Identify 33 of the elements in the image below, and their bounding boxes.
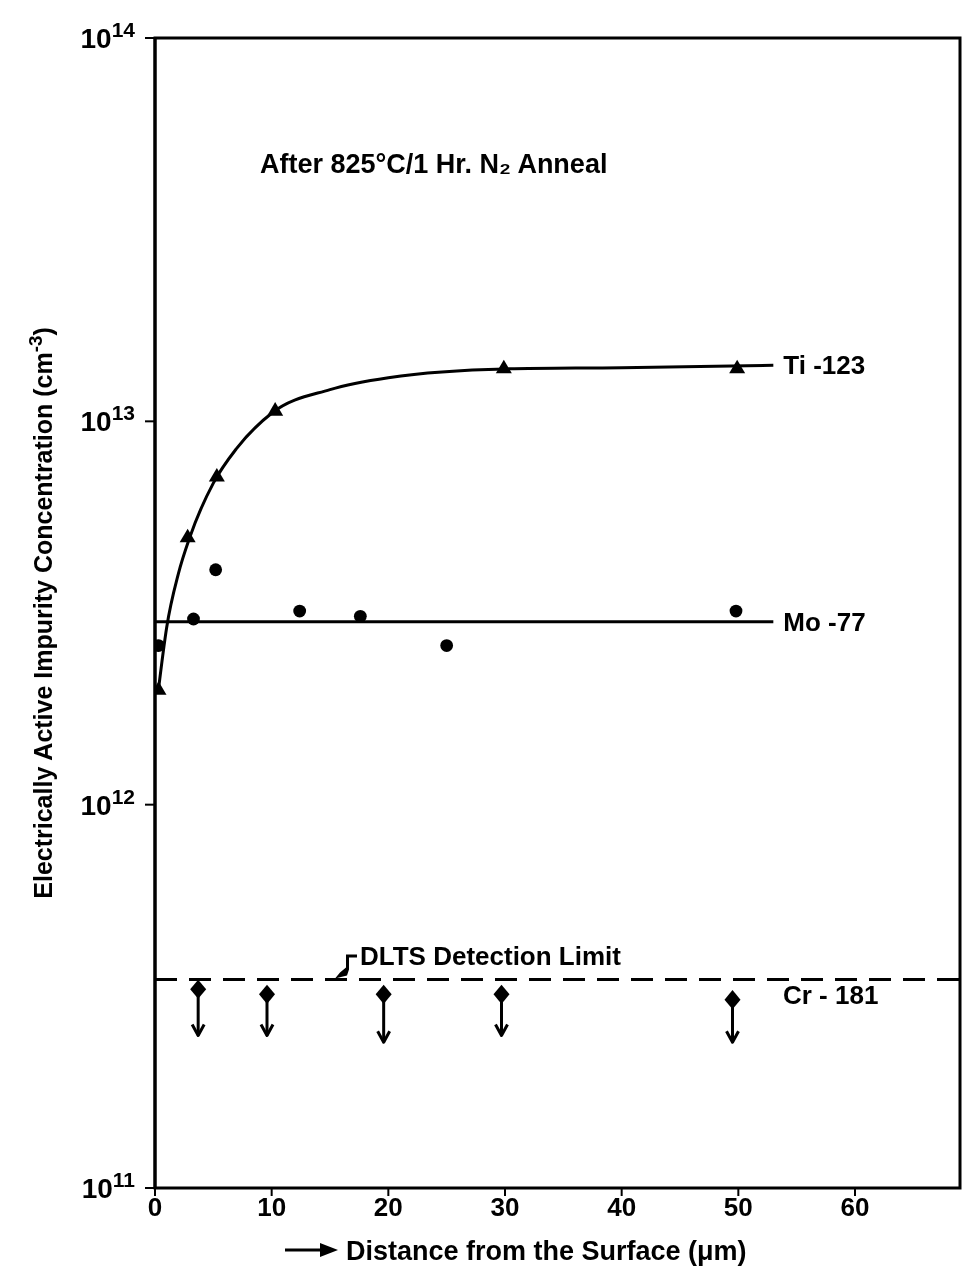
point <box>187 612 200 626</box>
y-tick-label: 10$^{12}$ <box>80 784 135 821</box>
point <box>208 468 225 482</box>
x-tick-label: 20 <box>373 1192 403 1223</box>
series-label: Ti -123 <box>783 350 866 381</box>
point <box>209 563 223 577</box>
point <box>724 990 741 1010</box>
x-tick-label: 0 <box>147 1192 163 1223</box>
x-tick-label: 40 <box>607 1192 637 1223</box>
point <box>440 639 454 652</box>
x-tick-label: 10 <box>257 1192 287 1223</box>
x-tick-label: 30 <box>490 1192 520 1223</box>
point <box>293 604 307 618</box>
y-tick-label: 10$^{13}$ <box>80 400 135 438</box>
point <box>179 528 196 543</box>
point <box>259 984 275 1004</box>
annotation: After 825°C/1 Hr. N₂ Anneal <box>260 149 608 179</box>
y-tick-label: 10$^{14}$ <box>80 17 136 54</box>
x-tick-label: 60 <box>840 1192 870 1223</box>
point <box>729 604 743 618</box>
point <box>267 402 284 416</box>
x-tick-label: 50 <box>723 1192 753 1223</box>
point <box>729 359 746 374</box>
point <box>190 979 207 999</box>
point <box>353 609 367 623</box>
x-axis-title: Distance from the Surface (μm) <box>346 1236 747 1266</box>
series-label: Mo -77 <box>783 606 866 637</box>
series-label: Cr - 181 <box>782 980 879 1011</box>
point <box>493 984 510 1004</box>
legend-label: DLTS Detection Limit <box>360 941 622 972</box>
point <box>375 984 392 1004</box>
point <box>495 359 512 374</box>
y-tick-label: 10$^{11}$ <box>81 1167 136 1204</box>
